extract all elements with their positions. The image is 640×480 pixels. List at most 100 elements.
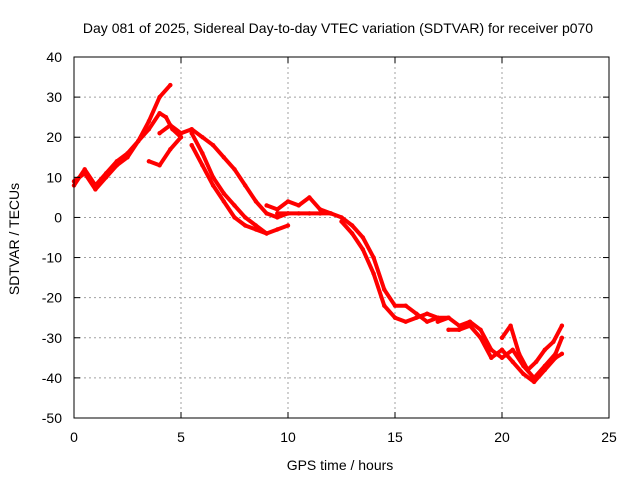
x-tick-label: 25 bbox=[601, 429, 617, 445]
series-line bbox=[189, 131, 290, 236]
data-point bbox=[499, 335, 505, 340]
data-point bbox=[200, 163, 205, 168]
data-series bbox=[71, 82, 565, 385]
data-point bbox=[382, 287, 387, 292]
data-point bbox=[275, 215, 280, 220]
data-point bbox=[200, 151, 205, 156]
data-point bbox=[489, 355, 494, 360]
data-point bbox=[136, 139, 141, 144]
data-point bbox=[525, 367, 530, 373]
y-tick-label: -20 bbox=[42, 290, 62, 306]
data-point bbox=[296, 211, 301, 216]
data-point bbox=[403, 319, 408, 324]
data-point bbox=[253, 199, 259, 204]
data-point bbox=[157, 111, 162, 116]
data-point bbox=[243, 223, 248, 228]
data-point bbox=[360, 235, 366, 240]
data-point bbox=[371, 255, 376, 260]
data-point bbox=[253, 227, 259, 232]
data-point bbox=[339, 219, 344, 224]
data-point bbox=[478, 327, 483, 332]
y-tick-label: 20 bbox=[46, 129, 62, 145]
data-point bbox=[559, 323, 565, 328]
y-tick-label: -10 bbox=[42, 250, 62, 266]
x-axis-label: GPS time / hours bbox=[287, 457, 394, 473]
data-point bbox=[232, 203, 237, 208]
data-point bbox=[489, 347, 494, 352]
data-point bbox=[559, 335, 565, 340]
data-point bbox=[264, 231, 269, 236]
data-point bbox=[350, 223, 355, 228]
data-point bbox=[499, 355, 505, 360]
data-point bbox=[189, 143, 194, 148]
data-point bbox=[392, 315, 398, 320]
data-point bbox=[542, 347, 547, 352]
y-tick-label: 40 bbox=[46, 49, 62, 65]
x-tick-label: 15 bbox=[387, 429, 403, 445]
data-point bbox=[243, 215, 248, 220]
data-point bbox=[82, 167, 87, 172]
data-point bbox=[157, 163, 162, 168]
data-point bbox=[534, 359, 539, 364]
data-point bbox=[146, 119, 152, 124]
x-axis-tick-labels: 0 5 10 15 20 25 bbox=[70, 429, 617, 445]
y-tick-label: -40 bbox=[42, 370, 62, 386]
data-point bbox=[414, 315, 419, 320]
data-point bbox=[157, 131, 162, 136]
data-point bbox=[275, 207, 280, 212]
data-point bbox=[350, 231, 355, 236]
y-tick-label: -50 bbox=[42, 410, 62, 426]
data-point bbox=[285, 211, 291, 216]
data-point bbox=[457, 323, 462, 328]
data-point bbox=[168, 82, 173, 88]
grid-lines bbox=[74, 57, 609, 418]
data-point bbox=[125, 151, 130, 156]
data-point bbox=[210, 143, 216, 148]
data-point bbox=[499, 347, 505, 352]
data-point bbox=[510, 347, 515, 352]
data-point bbox=[168, 123, 173, 128]
data-point bbox=[516, 351, 522, 356]
axis-ticks bbox=[73, 56, 610, 419]
data-point bbox=[559, 351, 565, 356]
data-point bbox=[168, 147, 173, 152]
x-tick-label: 20 bbox=[494, 429, 510, 445]
data-point bbox=[467, 323, 473, 328]
series-line bbox=[339, 219, 440, 324]
data-point bbox=[307, 211, 312, 216]
data-point bbox=[264, 211, 269, 216]
series-line bbox=[146, 135, 183, 168]
data-point bbox=[285, 223, 291, 228]
x-tick-label: 0 bbox=[70, 429, 78, 445]
data-point bbox=[103, 171, 109, 176]
data-point bbox=[178, 131, 184, 136]
data-point bbox=[424, 319, 430, 324]
data-point bbox=[157, 94, 162, 100]
data-point bbox=[200, 135, 205, 140]
data-point bbox=[114, 159, 120, 164]
chart-title: Day 081 of 2025, Sidereal Day-to-day VTE… bbox=[83, 20, 593, 36]
data-point bbox=[93, 183, 98, 188]
data-point bbox=[146, 159, 152, 164]
data-point bbox=[221, 191, 226, 196]
data-point bbox=[424, 311, 430, 316]
series-line bbox=[275, 211, 451, 324]
data-point bbox=[328, 211, 333, 216]
data-point bbox=[307, 195, 312, 200]
y-tick-label: 10 bbox=[46, 169, 62, 185]
data-point bbox=[467, 319, 473, 324]
data-point bbox=[457, 327, 462, 332]
x-tick-label: 10 bbox=[280, 429, 296, 445]
data-point bbox=[163, 115, 169, 120]
data-point bbox=[189, 127, 194, 132]
data-point bbox=[275, 211, 280, 216]
data-point bbox=[446, 327, 451, 332]
y-tick-label: -30 bbox=[42, 330, 62, 346]
data-point bbox=[253, 223, 259, 228]
data-point bbox=[542, 367, 547, 373]
data-point bbox=[317, 207, 323, 212]
data-point bbox=[510, 359, 515, 364]
data-point bbox=[178, 135, 184, 140]
series-line bbox=[72, 111, 183, 188]
y-tick-label: 0 bbox=[54, 209, 62, 225]
